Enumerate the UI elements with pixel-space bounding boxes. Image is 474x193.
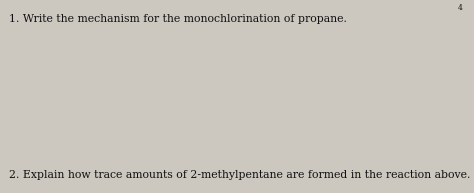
Text: 4: 4 xyxy=(457,4,462,12)
Text: 1. Write the mechanism for the monochlorination of propane.: 1. Write the mechanism for the monochlor… xyxy=(9,14,346,24)
Text: 2. Explain how trace amounts of 2-methylpentane are formed in the reaction above: 2. Explain how trace amounts of 2-methyl… xyxy=(9,170,470,180)
